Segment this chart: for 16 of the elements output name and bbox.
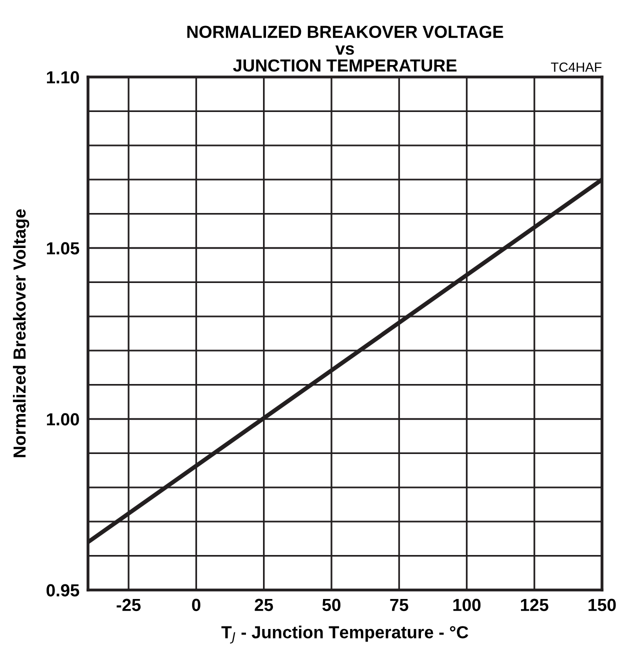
- y-tick-label: 1.10: [46, 71, 79, 84]
- chart-title: NORMALIZED BREAKOVER VOLTAGE vs JUNCTION TEMPERATURE: [187, 26, 504, 72]
- x-tick-label: 150: [588, 598, 616, 612]
- x-tick-label: 50: [322, 598, 340, 612]
- x-axis-title: T$_{J}$ - Junction Temperature - °C: [221, 626, 468, 644]
- x-tick-label: 125: [520, 598, 548, 612]
- x-tick-label: 25: [254, 598, 274, 612]
- y-tick-label: 0.95: [46, 584, 80, 596]
- x-tick-label: 0: [192, 598, 200, 612]
- x-tick-label: -25: [116, 598, 141, 612]
- y-axis-title: Normalized Breakover Voltage: [12, 209, 30, 458]
- x-tick-label: 75: [390, 598, 408, 612]
- text: TC4HAF: [550, 62, 602, 72]
- y-tick-label: 1.05: [46, 242, 80, 254]
- y-tick-label: 1.00: [46, 413, 79, 426]
- x-tick-label: 100: [453, 598, 481, 612]
